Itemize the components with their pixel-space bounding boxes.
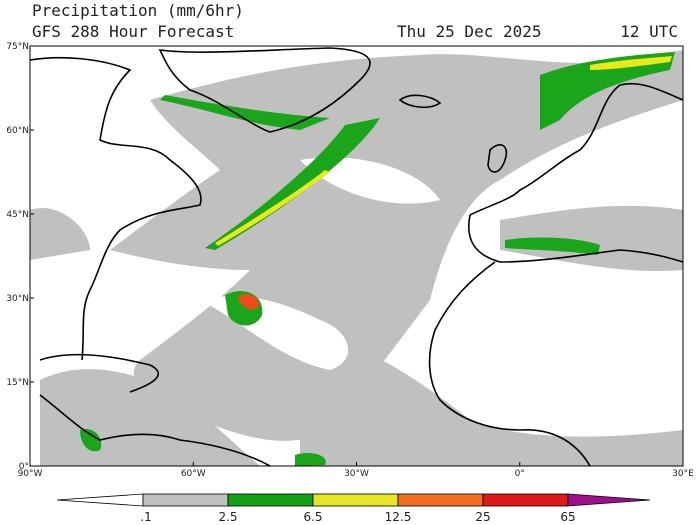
cb-yellow xyxy=(312,493,399,507)
lat-label: 60°N xyxy=(6,126,29,136)
map: 75°N60°N45°N30°N15°N0°90°W 60°W 30°W 0° 30°E xyxy=(6,42,694,479)
colorbar-label: 65 xyxy=(560,510,575,524)
time: 12 UTC xyxy=(620,22,678,41)
colorbar-labels: .1 2.5 6.5 12.5 25 65 xyxy=(140,510,575,524)
lat-label: 30°N xyxy=(6,294,29,304)
colorbar-label: 25 xyxy=(475,510,490,524)
colorbar-label: 12.5 xyxy=(385,510,412,524)
lon-label: 60°W xyxy=(181,469,206,479)
cb-white xyxy=(56,493,144,507)
cb-gray xyxy=(142,493,229,507)
lat-label: 75°N xyxy=(6,42,29,52)
cb-orange xyxy=(397,493,484,507)
coastlines xyxy=(29,47,684,467)
lon-label: 30°E xyxy=(672,469,694,479)
subtitle: GFS 288 Hour Forecast xyxy=(32,22,234,41)
precip-moderate xyxy=(80,52,675,466)
title: Precipitation (mm/6hr) xyxy=(32,1,244,20)
colorbar xyxy=(56,493,651,507)
lat-label: 15°N xyxy=(6,378,29,388)
lon-label: 90°W xyxy=(18,469,43,479)
lon-label: 0° xyxy=(515,469,525,479)
date: Thu 25 Dec 2025 xyxy=(397,22,542,41)
axes: 75°N60°N45°N30°N15°N0°90°W 60°W 30°W 0° 30°E xyxy=(6,42,694,479)
lat-label: 0° xyxy=(19,462,29,472)
lon-label: 30°W xyxy=(344,469,369,479)
cb-purple xyxy=(567,493,651,507)
cb-green xyxy=(227,493,314,507)
colorbar-label: .1 xyxy=(140,510,151,524)
colorbar-label: 2.5 xyxy=(218,510,237,524)
colorbar-label: 6.5 xyxy=(303,510,322,524)
cb-red xyxy=(482,493,569,507)
lat-label: 45°N xyxy=(6,210,29,220)
